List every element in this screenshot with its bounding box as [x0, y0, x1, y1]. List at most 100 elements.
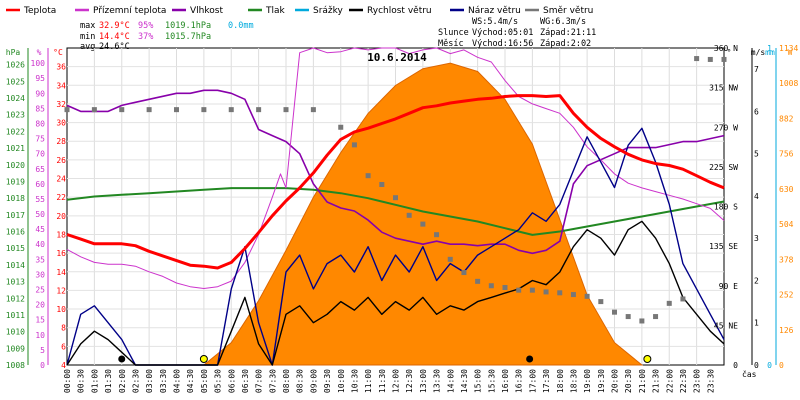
axis-tick-solar: 756: [779, 150, 794, 159]
wind-direction-point: [721, 56, 727, 62]
wind-direction-point: [283, 107, 289, 113]
x-axis-label: čas: [742, 369, 757, 379]
legend: Teplota Přízemní teplota Vlhkost Tlak Srážky…: [6, 6, 593, 16]
info-ws: WS:5.4m/s: [472, 17, 518, 27]
axis-tick-solar: 126: [779, 326, 794, 335]
x-tick-label: 11:30: [378, 369, 387, 393]
axis-tick-humidity: 75: [35, 135, 45, 144]
axis-tick-solar: 1008: [779, 79, 798, 88]
wind-direction-point: [625, 314, 631, 320]
axis-tick-humidity: 45: [35, 225, 45, 234]
wind-direction-point: [488, 283, 494, 289]
wind-direction-point: [570, 292, 576, 298]
axis-tick-temperature: 36: [56, 63, 66, 72]
wind-direction-point: [516, 287, 522, 293]
axis-tick-pressure: 1015: [6, 244, 25, 253]
info-moon-rise: Východ:16:56: [472, 39, 533, 49]
legend-label: Tlak: [265, 6, 286, 16]
wind-direction-point: [543, 289, 549, 295]
wind-direction-point: [228, 107, 234, 113]
wind-direction-point: [91, 107, 97, 113]
series-line-teplota: [66, 94, 725, 270]
axis-unit-solar: W: [788, 48, 793, 57]
x-tick-label: 06:30: [241, 369, 250, 393]
stats-min-hum: 37%: [138, 32, 153, 42]
axis-tick-humidity: 100: [31, 59, 46, 68]
x-tick-label: 16:00: [501, 369, 510, 393]
axis-tick-humidity: 25: [35, 286, 45, 295]
axis-tick-humidity: 70: [35, 150, 45, 159]
x-tick-label: 10:00: [337, 369, 346, 393]
axis-tick-pressure: 1016: [6, 228, 25, 237]
axis-tick-pressure: 1012: [6, 294, 25, 303]
axis-tick-temperature: 26: [56, 156, 66, 165]
x-tick-label: 03:30: [159, 369, 168, 393]
axis-tick-humidity: 65: [35, 165, 45, 174]
axis-tick-pressure: 1008: [6, 361, 25, 370]
x-tick-label: 01:30: [104, 369, 113, 393]
legend-label: Náraz větru: [468, 6, 521, 16]
axis-unit-temperature: °C: [53, 48, 63, 57]
axis-tick-temperature: 32: [56, 100, 66, 109]
axis-tick-humidity: 0: [40, 361, 45, 370]
stats-min-label: min: [80, 32, 95, 42]
stats-max-temp: 32.9°C: [99, 21, 130, 31]
wind-direction-point: [666, 300, 672, 306]
axis-tick-temperature: 18: [56, 230, 66, 239]
x-tick-label: 12:30: [405, 369, 414, 393]
wind-direction-point: [653, 314, 659, 320]
axis-tick-direction: 135 SE: [709, 242, 738, 251]
series-line-rychlost-v-tru: [66, 220, 725, 366]
axis-tick-humidity: 55: [35, 195, 45, 204]
x-tick-label: 19:30: [597, 369, 606, 393]
axis-unit-humidity: %: [37, 48, 42, 57]
x-tick-label: 06:00: [227, 369, 236, 393]
x-tick-label: 23:30: [706, 369, 715, 393]
stats-block: max 32.9°C 95% 1019.1hPa 0.0mm min 14.4°C 37% 10…: [80, 21, 254, 52]
x-tick-label: 18:00: [556, 369, 565, 393]
x-tick-label: 00:30: [77, 369, 86, 393]
axis-tick-direction: 225 SW: [709, 163, 738, 172]
x-tick-label: 23:00: [693, 369, 702, 393]
moonset-marker: [118, 355, 126, 363]
axis-tick-direction: 45 NE: [714, 321, 738, 330]
x-tick-label: 07:30: [268, 369, 277, 393]
x-tick-label: 13:00: [419, 369, 428, 393]
x-tick-label: 17:30: [542, 369, 551, 393]
axis-tick-temperature: 24: [56, 175, 66, 184]
x-tick-label: 05:30: [214, 369, 223, 393]
legend-label: Srážky: [313, 6, 344, 16]
axes: hPa1008100910101011101210131014101510161…: [6, 44, 799, 370]
axis-unit-direction: °: [727, 48, 732, 57]
x-tick-label: 09:30: [323, 369, 332, 393]
x-tick-label: 08:00: [282, 369, 291, 393]
wind-direction-point: [365, 173, 371, 179]
axis-tick-pressure: 1022: [6, 127, 25, 136]
x-tick-label: 15:30: [487, 369, 496, 393]
stats-min-pres: 1015.7hPa: [165, 32, 211, 42]
axis-tick-pressure: 1010: [6, 328, 25, 337]
x-tick-label: 19:00: [583, 369, 592, 393]
axis-tick-temperature: 10: [56, 305, 66, 314]
info-sun-set: Západ:21:11: [540, 28, 596, 38]
wind-direction-point: [694, 56, 700, 62]
moonrise-marker: [526, 355, 534, 363]
axis-tick-humidity: 80: [35, 119, 45, 128]
axis-tick-pressure: 1025: [6, 77, 25, 86]
axis-tick-pressure: 1024: [6, 94, 25, 103]
info-moon-label: Měsíc: [438, 39, 464, 49]
series-lines: [64, 47, 727, 366]
x-tick-label: 09:00: [309, 369, 318, 393]
axis-tick-humidity: 20: [35, 301, 45, 310]
x-tick-label: 14:00: [446, 369, 455, 393]
wind-direction-point: [420, 221, 426, 227]
axis-tick-temperature: 8: [61, 324, 66, 333]
axis-tick-solar: 378: [779, 255, 794, 264]
axis-tick-pressure: 1020: [6, 161, 25, 170]
axis-tick-temperature: 4: [61, 361, 66, 370]
x-tick-label: 20:00: [611, 369, 620, 393]
wind-direction-point: [434, 232, 440, 238]
axis-tick-wind: 0: [754, 361, 759, 370]
series-line-tlak: [66, 187, 725, 236]
